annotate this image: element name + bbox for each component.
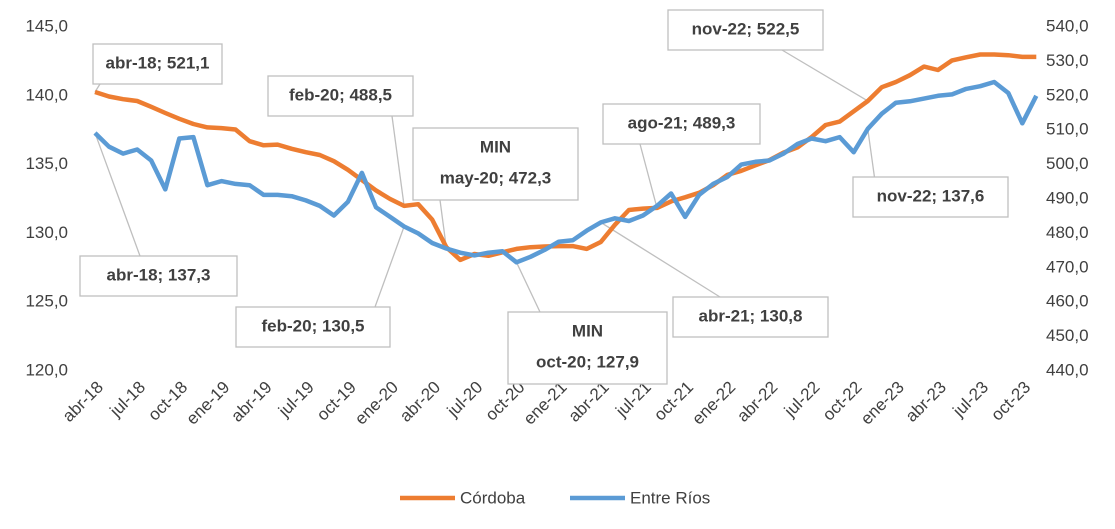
annotation-leader (94, 132, 141, 257)
annotation-box (602, 103, 761, 145)
annotation-text: may-20; 472,3 (440, 168, 552, 187)
x-tick-label: abr-18 (59, 378, 107, 426)
y2-tick-label: 500,0 (1046, 154, 1089, 173)
x-tick-label: abr-21 (565, 378, 613, 426)
x-tick-label: jul-19 (274, 378, 318, 422)
annotation-box (92, 43, 223, 85)
x-tick-label: jul-20 (443, 378, 487, 422)
annotation-text: abr-18; 521,1 (106, 53, 210, 72)
y2-tick-label: 530,0 (1046, 51, 1089, 70)
y2-tick-label: 540,0 (1046, 16, 1089, 35)
x-tick-label: jul-18 (106, 378, 150, 422)
y-tick-label: 145,0 (25, 16, 68, 35)
x-tick-label: ene-21 (520, 378, 571, 429)
annotation-box (79, 255, 238, 297)
x-tick-label: ene-19 (183, 378, 234, 429)
legend-label: Entre Ríos (630, 488, 710, 507)
annotation-leader (600, 221, 721, 298)
y-tick-label: 120,0 (25, 360, 68, 379)
annotation-leader (639, 143, 658, 209)
x-tick-label: oct-23 (987, 378, 1034, 425)
x-tick-label: jul-22 (780, 378, 824, 422)
x-tick-label: jul-23 (949, 378, 993, 422)
annotation-box (507, 311, 668, 385)
annotation-text: abr-18; 137,3 (107, 265, 211, 284)
annotation-text: nov-22; 522,5 (692, 19, 800, 38)
annotation-box (852, 176, 1009, 218)
y2-tick-label: 480,0 (1046, 223, 1089, 242)
annotation-leader (515, 262, 541, 313)
annotation-text: MIN (480, 137, 511, 156)
x-tick-label: abr-22 (733, 378, 781, 426)
annotation-leader (391, 115, 405, 206)
y2-tick-label: 460,0 (1046, 292, 1089, 311)
annotation-leader (781, 49, 869, 102)
annotation-box (412, 127, 579, 201)
x-tick-label: ene-23 (857, 378, 908, 429)
y-tick-label: 135,0 (25, 154, 68, 173)
annotation-text: feb-20; 488,5 (289, 85, 392, 104)
y2-tick-label: 490,0 (1046, 188, 1089, 207)
annotation-text: feb-20; 130,5 (262, 316, 365, 335)
annotation-box (235, 306, 391, 348)
x-tick-label: abr-20 (396, 378, 444, 426)
annotation-box (672, 296, 829, 338)
y2-tick-label: 450,0 (1046, 326, 1089, 345)
y-tick-label: 125,0 (25, 292, 68, 311)
annotation-text: nov-22; 137,6 (877, 186, 985, 205)
x-tick-label: abr-19 (227, 378, 275, 426)
y2-tick-label: 520,0 (1046, 85, 1089, 104)
x-tick-label: ene-22 (688, 378, 739, 429)
annotation-box (667, 9, 824, 51)
annotation-leader (439, 199, 447, 248)
annotation-text: abr-21; 130,8 (699, 306, 803, 325)
y2-tick-label: 470,0 (1046, 257, 1089, 276)
annotation-box (267, 75, 414, 117)
annotation-text: MIN (572, 321, 603, 340)
series-line (93, 79, 1039, 265)
series-line (94, 52, 1037, 263)
y-tick-label: 140,0 (25, 85, 68, 104)
y-tick-label: 130,0 (25, 223, 68, 242)
legend-label: Córdoba (460, 488, 526, 507)
x-tick-label: abr-23 (902, 378, 950, 426)
x-tick-label: ene-20 (351, 378, 402, 429)
annotation-text: ago-21; 489,3 (628, 113, 736, 132)
annotation-text: oct-20; 127,9 (536, 352, 639, 371)
annotation-leader (374, 226, 405, 308)
y2-tick-label: 510,0 (1046, 120, 1089, 139)
y2-tick-label: 440,0 (1046, 360, 1089, 379)
